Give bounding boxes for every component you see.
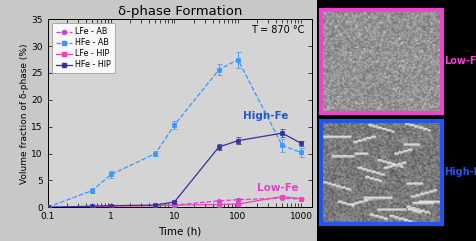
Text: High-Fe: High-Fe xyxy=(242,111,288,121)
Text: Low-Fe: Low-Fe xyxy=(257,183,298,193)
Y-axis label: Volume fraction of δ-phase (%): Volume fraction of δ-phase (%) xyxy=(20,43,29,183)
X-axis label: Time (h): Time (h) xyxy=(158,227,201,237)
Text: Low-Fe: Low-Fe xyxy=(444,56,476,67)
Legend: LFe - AB, HFe - AB, LFe - HIP, HFe - HIP: LFe - AB, HFe - AB, LFe - HIP, HFe - HIP xyxy=(51,23,115,74)
Title: δ-phase Formation: δ-phase Formation xyxy=(118,5,242,18)
Text: High-Fe: High-Fe xyxy=(444,167,476,177)
Text: T = 870 °C: T = 870 °C xyxy=(250,25,304,35)
